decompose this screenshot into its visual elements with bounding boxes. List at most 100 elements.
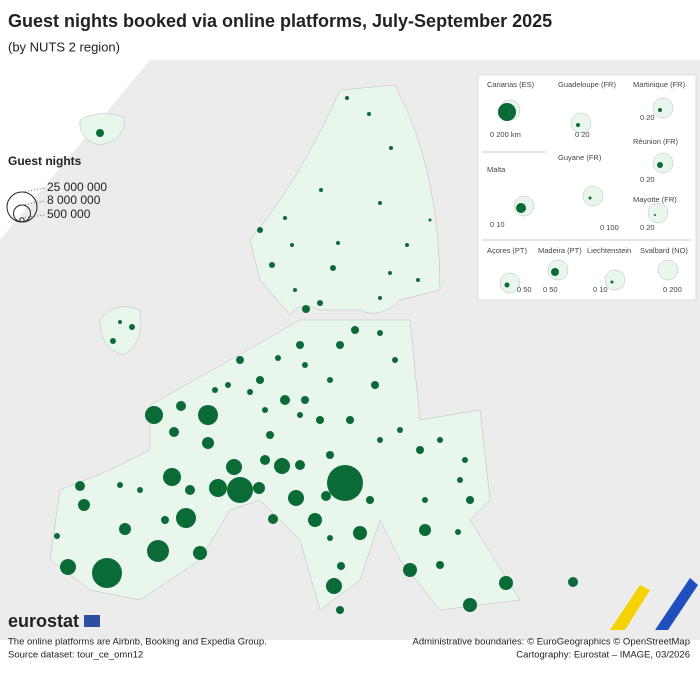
inset-label: Canarias (ES) — [487, 80, 535, 89]
region-bubble — [78, 499, 90, 511]
region-bubble — [389, 146, 393, 150]
region-bubble — [202, 437, 214, 449]
region-bubble — [365, 495, 375, 505]
legend-leader — [21, 214, 46, 219]
region-bubble — [257, 227, 263, 233]
region-bubble — [283, 216, 287, 220]
inset-scale: 0 200 km — [490, 130, 521, 139]
region-bubble — [367, 112, 371, 116]
region-bubble — [335, 340, 345, 350]
footer-cartography: Cartography: Eurostat – IMAGE, 03/2026 — [516, 650, 690, 661]
region-bubble — [319, 188, 323, 192]
region-bubble — [275, 355, 281, 361]
logo-text: eurostat — [8, 611, 79, 631]
region-bubble — [212, 387, 218, 393]
region-bubble — [326, 578, 342, 594]
inset-bubble — [498, 103, 516, 121]
region-bubble — [118, 320, 122, 324]
eu-flag — [84, 615, 100, 627]
inset-scale: 0 20 — [640, 113, 655, 122]
region-bubble — [428, 218, 432, 222]
inset-land — [647, 202, 669, 224]
footer-boundaries: Administrative boundaries: © EuroGeograp… — [413, 637, 691, 648]
inset-label: Madeira (PT) — [538, 246, 582, 255]
inset-land — [570, 112, 592, 134]
inset-label: Réunion (FR) — [633, 137, 679, 146]
inset-label: Guadeloupe (FR) — [558, 80, 616, 89]
region-bubble — [198, 405, 218, 425]
region-bubble — [457, 477, 463, 483]
region-bubble — [147, 540, 169, 562]
region-bubble — [54, 533, 60, 539]
region-bubble — [335, 605, 345, 615]
region-bubble — [294, 459, 306, 471]
region-bubble — [345, 415, 355, 425]
inset-bubble — [576, 123, 580, 127]
region-bubble — [290, 243, 294, 247]
region-bubble — [117, 482, 123, 488]
region-bubble — [175, 400, 187, 412]
region-bubble — [437, 437, 443, 443]
region-bubble — [274, 458, 290, 474]
inset-land — [582, 185, 604, 207]
inset-land — [604, 269, 626, 291]
inset-bubble — [550, 267, 560, 277]
title: Guest nights booked via online platforms… — [8, 11, 552, 31]
region-bubble — [320, 490, 332, 502]
region-bubble — [209, 479, 227, 497]
inset-label: Açores (PT) — [487, 246, 528, 255]
region-bubble — [463, 598, 477, 612]
region-bubble — [327, 465, 363, 501]
region-bubble — [184, 484, 196, 496]
region-bubble — [419, 524, 431, 536]
nordics — [249, 84, 441, 316]
region-bubble — [336, 241, 340, 245]
corner-decoration — [610, 578, 698, 630]
region-bubble — [465, 495, 475, 505]
region-bubble — [295, 340, 305, 350]
region-bubble — [255, 375, 265, 385]
inset-bubble — [515, 202, 527, 214]
region-bubble — [92, 558, 122, 588]
region-bubble — [119, 523, 131, 535]
inset-land — [499, 272, 521, 294]
region-bubble — [455, 529, 461, 535]
inset-label: Svalbard (NO) — [640, 246, 688, 255]
legend-leader — [21, 200, 46, 206]
region-bubble — [297, 412, 303, 418]
footer-note: The online platforms are Airbnb, Booking… — [8, 637, 267, 648]
region-bubble — [327, 377, 333, 383]
region-bubble — [327, 535, 333, 541]
footer-source: Source dataset: tour_ce_omn12 — [8, 650, 143, 661]
ireland — [99, 306, 142, 356]
legend-label: 500 000 — [47, 207, 91, 221]
region-bubble — [225, 382, 231, 388]
region-bubble — [168, 426, 180, 438]
inset-bubble — [658, 108, 662, 112]
region-bubble — [247, 389, 253, 395]
region-bubble — [422, 497, 428, 503]
region-bubble — [259, 454, 271, 466]
legend-label: 25 000 000 — [47, 180, 107, 194]
region-bubble — [435, 560, 445, 570]
region-bubble — [300, 395, 310, 405]
region-bubble — [269, 262, 275, 268]
region-bubble — [567, 576, 579, 588]
region-bubble — [350, 325, 360, 335]
region-bubble — [405, 243, 409, 247]
region-bubble — [176, 508, 196, 528]
region-bubble — [415, 445, 425, 455]
legend-leader — [21, 187, 46, 193]
region-bubble — [265, 430, 275, 440]
inset-bubble — [610, 280, 614, 284]
region-bubble — [377, 437, 383, 443]
region-bubble — [293, 288, 297, 292]
inset-label: Mayotte (FR) — [633, 195, 677, 204]
legend-label: 8 000 000 — [47, 193, 101, 207]
inset-land — [652, 97, 674, 119]
region-bubble — [336, 561, 346, 571]
region-bubble — [253, 482, 265, 494]
legend-title: Guest nights — [8, 154, 82, 168]
inset-scale: 0 50 — [543, 285, 558, 294]
